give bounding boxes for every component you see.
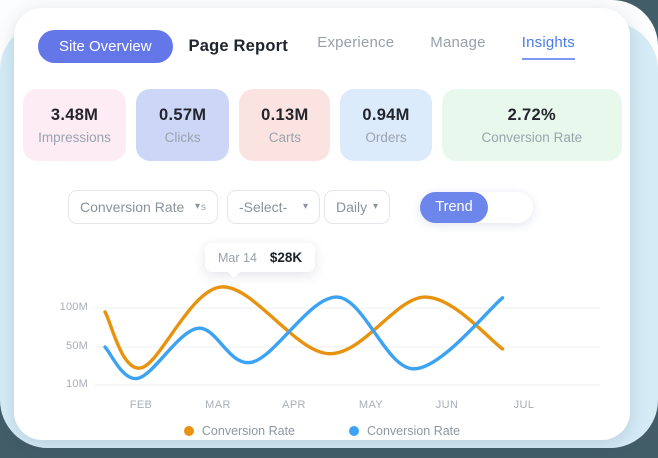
stat-label: Clicks	[164, 129, 201, 145]
stat-value: 0.57M	[158, 105, 207, 124]
tab-experience[interactable]: Experience	[317, 33, 395, 51]
stat-card-orders: 0.94M Orders	[340, 89, 432, 161]
stat-value: 3.48M	[50, 105, 99, 124]
x-tick-label: JUN	[435, 399, 459, 411]
tab-bar: Experience Manage Insights	[317, 34, 575, 60]
line-chart: Mar 14 $28K 100M 50M 10M FEB MAR APR MAY…	[14, 236, 630, 440]
x-tick-label: APR	[282, 399, 306, 411]
compare-dropdown-value: -Select-	[239, 199, 288, 215]
chart-tooltip: Mar 14 $28K	[205, 243, 316, 278]
trend-toggle[interactable]: Trend	[420, 191, 533, 223]
caret-suffix: s	[201, 201, 206, 213]
tooltip-value: $28K	[269, 250, 303, 265]
metric-dropdown[interactable]: Conversion Rate ▾ s	[68, 190, 218, 224]
stat-label: Conversion Rate	[481, 129, 583, 145]
chevron-down-icon: ▾	[302, 201, 308, 212]
stats-row: 3.48M Impressions 0.57M Clicks 0.13M Car…	[23, 89, 623, 161]
interval-dropdown[interactable]: Daily ▾	[324, 190, 390, 224]
legend-label: Conversion Rate	[367, 424, 461, 438]
stat-card-impressions: 3.48M Impressions	[23, 89, 127, 161]
stat-value: 0.94M	[362, 105, 410, 124]
legend-item-orange: Conversion Rate	[183, 424, 295, 438]
chart-canvas[interactable]	[14, 236, 630, 440]
filter-controls: Conversion Rate ▾ s -Select- ▾ Daily ▾ T…	[68, 190, 630, 224]
tab-insights[interactable]: Insights	[521, 34, 575, 60]
stat-value: 0.13M	[261, 105, 309, 124]
stat-card-conversion-rate: 2.72% Conversion Rate	[441, 89, 623, 161]
site-overview-button[interactable]: Site Overview	[38, 30, 173, 63]
tab-manage[interactable]: Manage	[430, 33, 486, 51]
chart-legend: Conversion Rate Conversion Rate	[14, 424, 630, 438]
stat-card-carts: 0.13M Carts	[239, 89, 331, 161]
chevron-down-icon: ▾	[372, 201, 378, 212]
y-tick-label: 50M	[66, 340, 88, 352]
stat-label: Impressions	[38, 129, 111, 145]
y-tick-label: 100M	[59, 301, 88, 313]
legend-dot-icon	[349, 426, 359, 436]
legend-item-blue: Conversion Rate	[349, 424, 460, 438]
page-report-title[interactable]: Page Report	[188, 37, 288, 55]
stat-label: Carts	[268, 129, 301, 145]
trend-toggle-active-segment[interactable]: Trend	[420, 191, 488, 223]
x-tick-label: JUL	[513, 399, 535, 411]
compare-dropdown[interactable]: -Select- ▾	[227, 190, 320, 224]
header: Site Overview Page Report Experience Man…	[14, 8, 630, 63]
x-tick-label: MAR	[205, 399, 231, 411]
x-tick-label: MAY	[358, 399, 384, 411]
x-tick-label: FEB	[129, 399, 153, 411]
metric-dropdown-value: Conversion Rate	[80, 199, 185, 215]
main-card: Site Overview Page Report Experience Man…	[14, 8, 630, 440]
stat-card-clicks: 0.57M Clicks	[136, 89, 230, 161]
interval-dropdown-value: Daily	[336, 199, 368, 215]
stat-label: Orders	[365, 129, 407, 145]
tooltip-date: Mar 14	[218, 250, 257, 265]
y-tick-label: 10M	[66, 378, 88, 390]
stat-value: 2.72%	[507, 105, 556, 124]
legend-label: Conversion Rate	[201, 424, 295, 438]
legend-dot-icon	[183, 426, 194, 436]
chevron-down-icon: ▾ s	[194, 201, 206, 213]
